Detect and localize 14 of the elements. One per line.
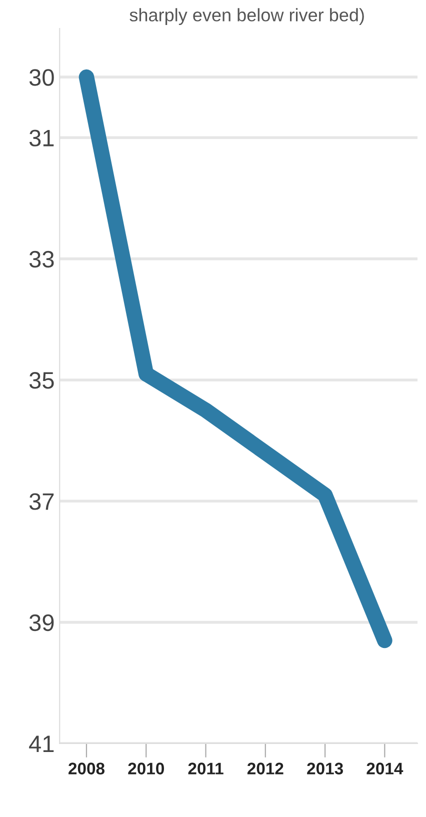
y-tick-label: 31 xyxy=(29,130,54,146)
x-tick-label: 2010 xyxy=(128,762,164,774)
y-tick-label: 39 xyxy=(29,614,54,632)
y-tick-label: 30 xyxy=(29,69,54,86)
y-tick-label: 41 xyxy=(29,736,54,752)
x-tick-label: 2008 xyxy=(68,762,105,774)
y-tick-label: 35 xyxy=(29,372,54,389)
x-tick-label: 2012 xyxy=(247,762,284,774)
chart-title: sharply even below river bed) xyxy=(130,8,364,25)
x-tick-label: 2014 xyxy=(366,762,404,774)
x-tick-label: 2011 xyxy=(188,762,224,774)
x-tick-label: 2013 xyxy=(307,762,343,774)
y-tick-label: 33 xyxy=(29,250,54,268)
y-tick-label: 37 xyxy=(29,493,54,510)
